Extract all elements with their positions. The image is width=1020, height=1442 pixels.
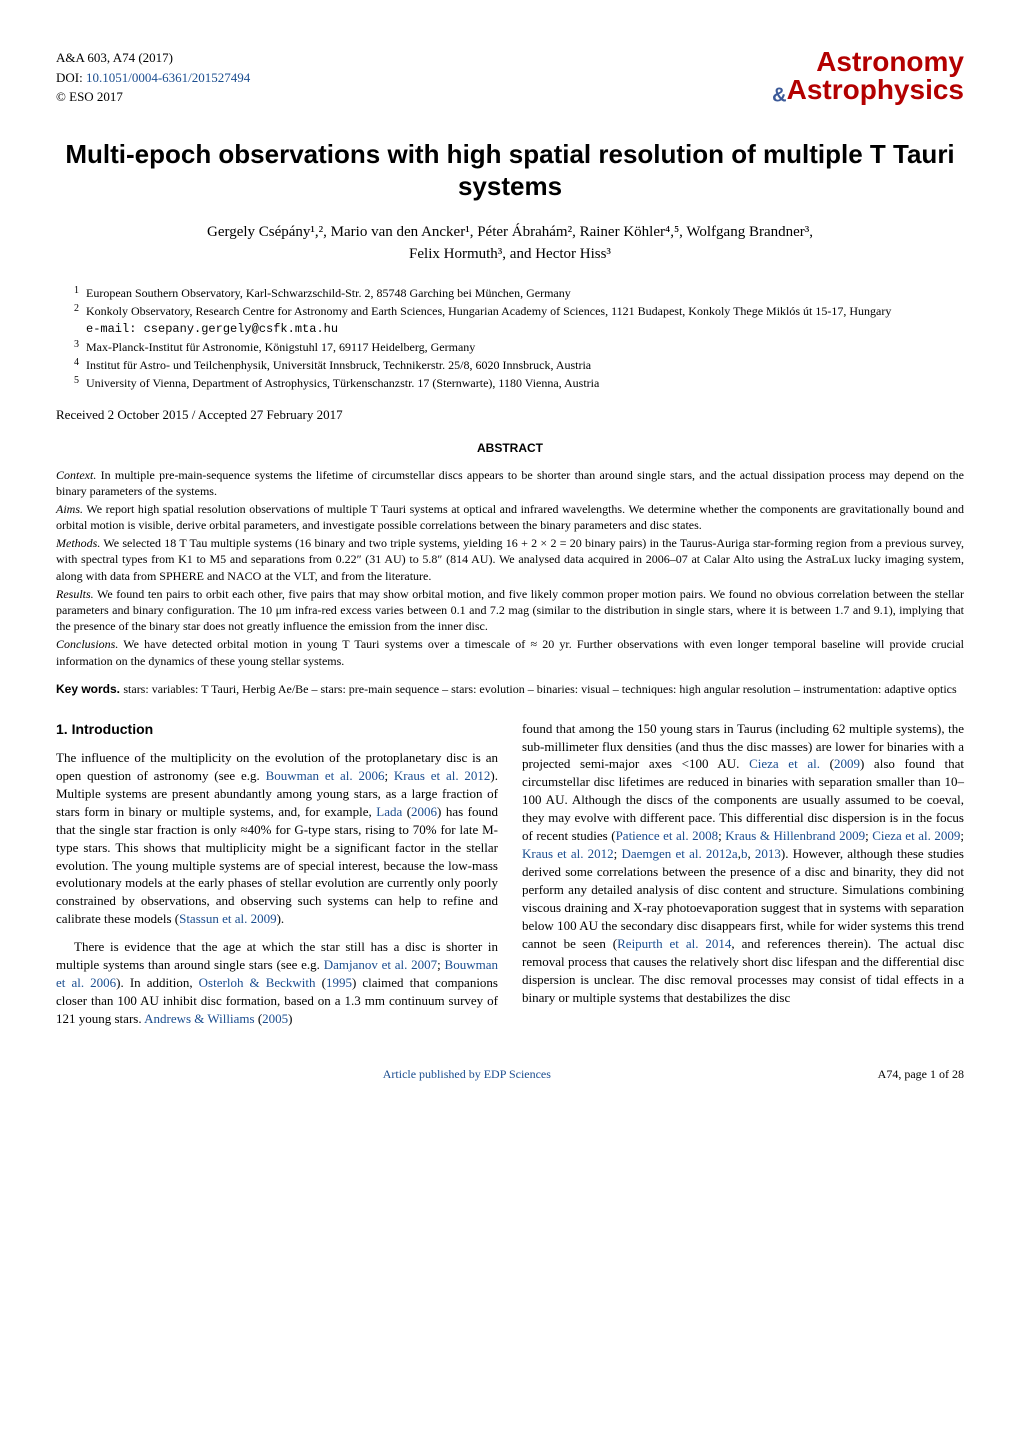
citation[interactable]: Cieza et al. 2009 — [872, 828, 960, 843]
citation[interactable]: Andrews & Williams — [144, 1011, 254, 1026]
affiliation-3: 3 Max-Planck-Institut für Astronomie, Kö… — [74, 338, 964, 356]
affil-text: Max-Planck-Institut für Astronomie, Köni… — [86, 338, 964, 356]
doi-line: DOI: 10.1051/0004-6361/201527494 — [56, 68, 250, 88]
abstract-heading: ABSTRACT — [56, 440, 964, 457]
affiliation-email: e-mail: csepany.gergely@csfk.mta.hu — [74, 320, 964, 338]
authors-line-2: Felix Hormuth³, and Hector Hiss³ — [56, 243, 964, 266]
keywords-label: Key words. — [56, 682, 123, 696]
abstract-aims: Aims. We report high spatial resolution … — [56, 501, 964, 533]
left-column: 1. Introduction The influence of the mul… — [56, 720, 498, 1038]
citation[interactable]: Stassun et al. 2009 — [179, 911, 277, 926]
keywords-text: stars: variables: T Tauri, Herbig Ae/Be … — [123, 682, 956, 696]
affil-text: University of Vienna, Department of Astr… — [86, 374, 964, 392]
abstract-text: We have detected orbital motion in young… — [56, 637, 964, 667]
intro-para-cont: found that among the 150 young stars in … — [522, 720, 964, 1007]
intro-para-2: There is evidence that the age at which … — [56, 938, 498, 1028]
abstract-results: Results. We found ten pairs to orbit eac… — [56, 586, 964, 635]
abstract-label: Methods. — [56, 536, 100, 550]
abstract-label: Aims. — [56, 502, 83, 516]
abstract-label: Conclusions. — [56, 637, 118, 651]
abstract-text: In multiple pre-main-sequence systems th… — [56, 468, 964, 498]
abstract-body: Context. In multiple pre-main-sequence s… — [56, 467, 964, 669]
abstract-conclusions: Conclusions. We have detected orbital mo… — [56, 636, 964, 668]
article-title: Multi-epoch observations with high spati… — [56, 138, 964, 203]
doi-link[interactable]: 10.1051/0004-6361/201527494 — [86, 70, 250, 85]
section-heading: 1. Introduction — [56, 720, 498, 739]
copyright: © ESO 2017 — [56, 87, 250, 107]
affil-num: 5 — [74, 373, 86, 391]
affiliation-4: 4 Institut für Astro- und Teilchenphysik… — [74, 356, 964, 374]
citation[interactable]: Lada — [376, 804, 402, 819]
journal-info: A&A 603, A74 (2017) DOI: 10.1051/0004-63… — [56, 48, 250, 107]
affil-num: 4 — [74, 355, 86, 373]
citation[interactable]: Kraus et al. 2012 — [522, 846, 614, 861]
abstract-label: Results. — [56, 587, 94, 601]
keywords: Key words. stars: variables: T Tauri, He… — [56, 681, 964, 698]
citation[interactable]: 1995 — [326, 975, 352, 990]
citation[interactable]: Cieza et al. — [749, 756, 820, 771]
received-accepted: Received 2 October 2015 / Accepted 27 Fe… — [56, 406, 964, 424]
affil-text: Institut für Astro- und Teilchenphysik, … — [86, 356, 964, 374]
authors-line-1: Gergely Csépány¹,², Mario van den Ancker… — [56, 221, 964, 244]
page-footer: Article published by EDP Sciences A74, p… — [56, 1066, 964, 1083]
citation[interactable]: Kraus et al. 2012 — [394, 768, 491, 783]
abstract-text: We report high spatial resolution observ… — [56, 502, 964, 532]
affiliations: 1 European Southern Observatory, Karl-Sc… — [74, 284, 964, 392]
logo-bottom: Astrophysics — [787, 74, 964, 105]
affil-text: Konkoly Observatory, Research Centre for… — [86, 302, 964, 320]
journal-logo: Astronomy &Astrophysics — [772, 48, 964, 110]
intro-para-1: The influence of the multiplicity on the… — [56, 749, 498, 928]
citation[interactable]: Damjanov et al. 2007 — [324, 957, 437, 972]
affil-num — [74, 319, 86, 337]
logo-bottom-row: &Astrophysics — [772, 76, 964, 110]
citation[interactable]: 2013 — [755, 846, 781, 861]
logo-ampersand: & — [772, 85, 786, 107]
affil-text: European Southern Observatory, Karl-Schw… — [86, 284, 964, 302]
page-header: A&A 603, A74 (2017) DOI: 10.1051/0004-63… — [56, 48, 964, 110]
affil-email: e-mail: csepany.gergely@csfk.mta.hu — [86, 320, 964, 338]
abstract-text: We found ten pairs to orbit each other, … — [56, 587, 964, 633]
citation[interactable]: 2006 — [411, 804, 437, 819]
citation[interactable]: Patience et al. 2008 — [616, 828, 719, 843]
citation[interactable]: 2005 — [262, 1011, 288, 1026]
body-columns: 1. Introduction The influence of the mul… — [56, 720, 964, 1038]
abstract-context: Context. In multiple pre-main-sequence s… — [56, 467, 964, 499]
affil-num: 3 — [74, 337, 86, 355]
citation[interactable]: Osterloh & Beckwith — [199, 975, 316, 990]
logo-top: Astronomy — [772, 48, 964, 76]
journal-ref: A&A 603, A74 (2017) — [56, 48, 250, 68]
citation[interactable]: Kraus & Hillenbrand 2009 — [725, 828, 865, 843]
publisher-link[interactable]: Article published by EDP Sciences — [383, 1066, 551, 1083]
affiliation-5: 5 University of Vienna, Department of As… — [74, 374, 964, 392]
affil-num: 2 — [74, 301, 86, 319]
doi-prefix: DOI: — [56, 70, 86, 85]
affiliation-2: 2 Konkoly Observatory, Research Centre f… — [74, 302, 964, 320]
abstract-label: Context. — [56, 468, 96, 482]
citation[interactable]: Bouwman et al. 2006 — [266, 768, 385, 783]
abstract-text: We selected 18 T Tau multiple systems (1… — [56, 536, 964, 582]
right-column: found that among the 150 young stars in … — [522, 720, 964, 1038]
page-number: A74, page 1 of 28 — [878, 1066, 964, 1083]
citation[interactable]: 2009 — [834, 756, 860, 771]
citation[interactable]: Daemgen et al. 2012a — [622, 846, 738, 861]
abstract-methods: Methods. We selected 18 T Tau multiple s… — [56, 535, 964, 584]
authors: Gergely Csépány¹,², Mario van den Ancker… — [56, 221, 964, 266]
citation[interactable]: Reipurth et al. 2014 — [617, 936, 731, 951]
affiliation-1: 1 European Southern Observatory, Karl-Sc… — [74, 284, 964, 302]
affil-num: 1 — [74, 283, 86, 301]
